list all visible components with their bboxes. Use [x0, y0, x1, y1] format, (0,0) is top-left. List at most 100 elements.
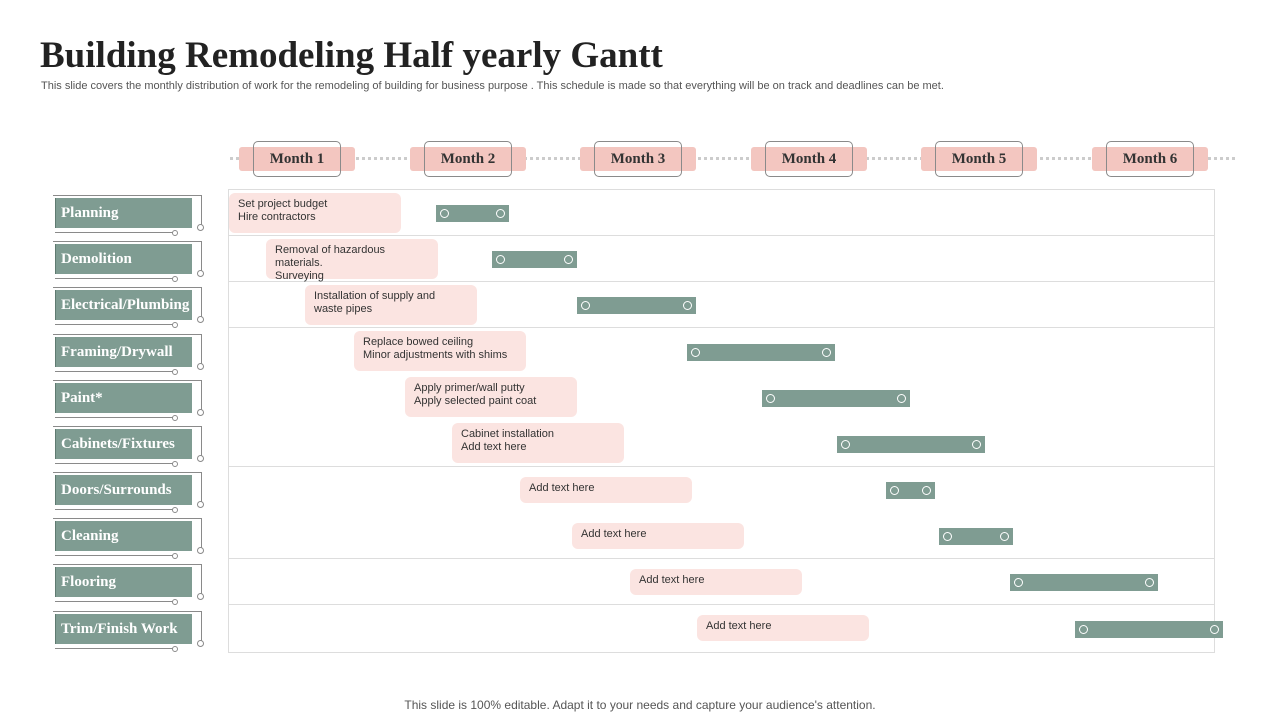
- month-4: Month 4: [751, 141, 867, 177]
- task-cabinets-fixtures: Cabinets/Fixtures: [53, 426, 208, 467]
- grid-line: [228, 327, 1215, 328]
- task-framing-drywall: Framing/Drywall: [53, 334, 208, 375]
- bar-start-marker: [1078, 625, 1088, 634]
- bar-start-marker: [890, 486, 899, 495]
- note-line: Cabinet installation: [461, 428, 554, 440]
- gantt-bar-cleaning: [938, 528, 1014, 545]
- bar-end-marker: [563, 255, 573, 264]
- note-line: Add text here: [639, 574, 705, 586]
- bar-end-marker: [971, 440, 981, 449]
- bar-end-marker: [1209, 625, 1219, 634]
- note-line: Replace bowed ceiling: [363, 336, 474, 348]
- task-cleaning: Cleaning: [53, 518, 208, 559]
- gantt-bar-paint: [761, 390, 910, 407]
- gantt-bar-flooring: [1010, 574, 1158, 591]
- month-2: Month 2: [410, 141, 526, 177]
- bar-end-marker: [821, 348, 831, 357]
- task-note-flooring: Add text here: [630, 569, 802, 595]
- note-line: Hire contractors: [238, 211, 316, 223]
- grid-line: [228, 604, 1215, 605]
- task-paint: Paint*: [53, 380, 208, 421]
- task-note-electrical-plumbing: Installation of supply and waste pipes: [305, 285, 477, 325]
- task-doors-surrounds: Doors/Surrounds: [53, 472, 208, 513]
- task-demolition: Demolition: [53, 241, 208, 282]
- month-label: Month 4: [781, 151, 837, 167]
- bar-start-marker: [942, 532, 952, 541]
- note-line: waste pipes: [314, 303, 373, 315]
- grid-line: [228, 281, 1215, 282]
- note-line: Add text here: [461, 441, 527, 453]
- month-label: Month 5: [951, 151, 1007, 167]
- gantt-bar-cabinets-fixtures: [836, 436, 985, 453]
- note-line: Add text here: [706, 620, 772, 632]
- gantt-grid: [228, 189, 1215, 653]
- month-3: Month 3: [580, 141, 696, 177]
- month-6: Month 6: [1092, 141, 1208, 177]
- bar-end-marker: [896, 394, 906, 403]
- task-note-trim-finish-work: Add text here: [697, 615, 869, 641]
- task-trim-finish-work: Trim/Finish Work: [53, 611, 208, 652]
- task-label: Cleaning: [61, 528, 119, 544]
- task-label: Planning: [61, 205, 119, 221]
- note-line: Minor adjustments with shims: [363, 349, 508, 361]
- bar-end-marker: [1144, 578, 1154, 587]
- gantt-bar-demolition: [491, 251, 577, 268]
- gantt-bar-trim-finish-work: [1074, 621, 1223, 638]
- page-title: Building Remodeling Half yearly Gantt: [40, 35, 663, 76]
- gantt-bar-framing-drywall: [687, 344, 835, 361]
- bar-start-marker: [765, 394, 775, 403]
- bar-end-marker: [495, 209, 505, 218]
- task-planning: Planning: [53, 195, 208, 236]
- bar-end-marker: [922, 486, 932, 495]
- task-note-doors-surrounds: Add text here: [520, 477, 692, 503]
- task-label: Paint*: [61, 390, 103, 406]
- note-line: Add text here: [529, 482, 595, 494]
- bar-start-marker: [691, 348, 701, 357]
- month-1: Month 1: [239, 141, 355, 177]
- bar-start-marker: [580, 301, 590, 310]
- gantt-bar-electrical-plumbing: [576, 297, 696, 314]
- task-label: Demolition: [61, 251, 132, 267]
- bar-start-marker: [439, 209, 449, 218]
- bar-end-marker: [1000, 532, 1010, 541]
- grid-line: [228, 558, 1215, 559]
- grid-line: [228, 466, 1215, 467]
- bar-start-marker: [495, 255, 505, 264]
- month-label: Month 2: [440, 151, 496, 167]
- task-note-cleaning: Add text here: [572, 523, 744, 549]
- note-line: Add text here: [581, 528, 647, 540]
- note-line: Apply selected paint coat: [414, 395, 537, 407]
- month-label: Month 3: [610, 151, 666, 167]
- bar-start-marker: [840, 440, 850, 449]
- task-electrical-plumbing: Electrical/Plumbing: [53, 287, 208, 328]
- note-line: Apply primer/wall putty: [414, 382, 525, 394]
- task-note-planning: Set project budget Hire contractors: [229, 193, 401, 233]
- task-label: Doors/Surrounds: [61, 482, 172, 498]
- gantt-bar-planning: [435, 205, 509, 222]
- task-label: Framing/Drywall: [61, 344, 173, 360]
- month-5: Month 5: [921, 141, 1037, 177]
- task-label: Electrical/Plumbing: [61, 297, 190, 313]
- page-subtitle: This slide covers the monthly distributi…: [41, 80, 944, 92]
- grid-line: [228, 235, 1215, 236]
- note-line: Surveying: [275, 270, 324, 282]
- task-flooring: Flooring: [53, 564, 208, 605]
- task-label: Trim/Finish Work: [61, 621, 178, 637]
- task-note-demolition: Removal of hazardous materials. Surveying: [266, 239, 438, 282]
- note-line: materials.: [275, 257, 323, 269]
- task-note-paint: Apply primer/wall putty Apply selected pa…: [405, 377, 577, 417]
- bar-end-marker: [682, 301, 692, 310]
- note-line: Set project budget: [238, 198, 328, 210]
- task-note-framing-drywall: Replace bowed ceiling Minor adjustments w…: [354, 331, 526, 371]
- task-label: Flooring: [61, 574, 116, 590]
- note-line: Removal of hazardous: [275, 244, 386, 256]
- month-label: Month 1: [269, 151, 325, 167]
- month-label: Month 6: [1122, 151, 1178, 167]
- bar-start-marker: [1014, 578, 1024, 587]
- footer-note: This slide is 100% editable. Adapt it to…: [404, 698, 876, 712]
- gantt-bar-doors-surrounds: [886, 482, 936, 499]
- timeline-dotted-line: [230, 157, 1235, 160]
- task-note-cabinets-fixtures: Cabinet installation Add text here: [452, 423, 624, 463]
- task-label: Cabinets/Fixtures: [61, 436, 175, 452]
- note-line: Installation of supply and: [314, 290, 436, 302]
